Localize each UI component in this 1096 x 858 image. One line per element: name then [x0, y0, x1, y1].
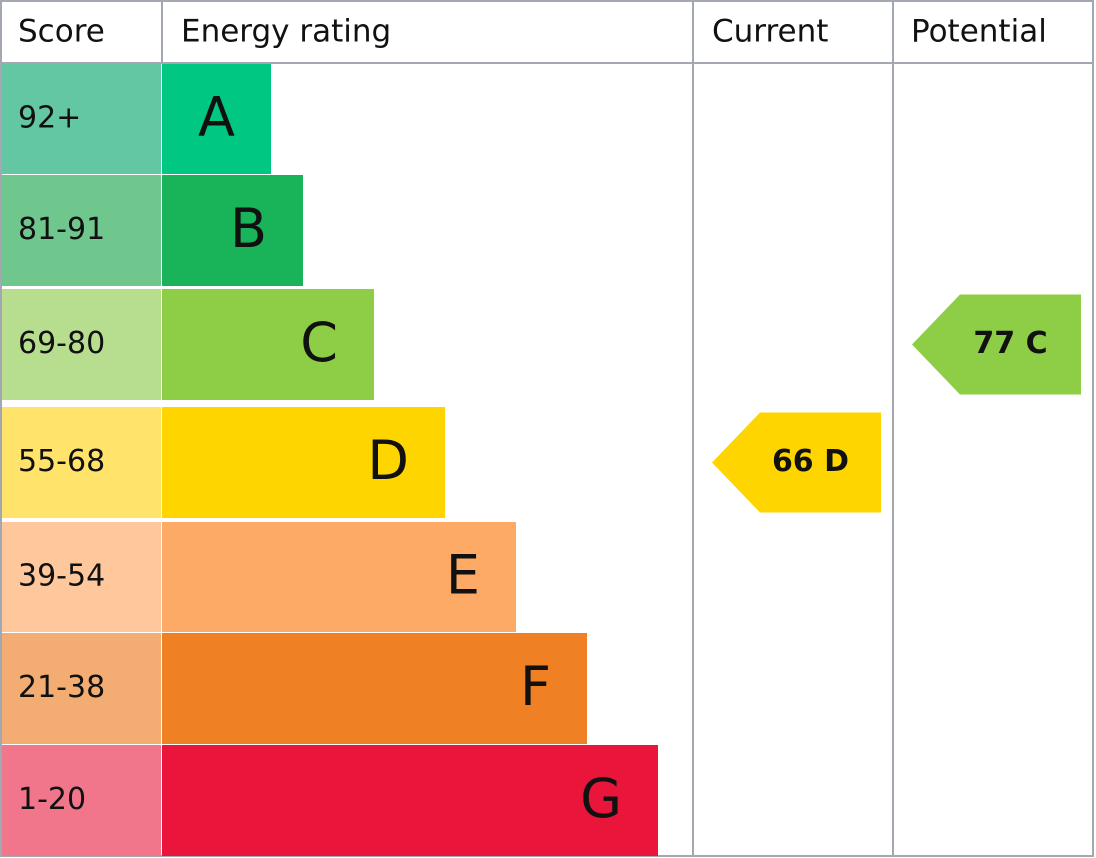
rating-letter: A — [198, 86, 235, 149]
rating-bar — [162, 407, 445, 518]
rating-letter: E — [446, 544, 480, 607]
score-cell — [2, 64, 161, 174]
score-cell — [2, 633, 161, 744]
score-label: 1-20 — [18, 782, 86, 817]
score-label: 39-54 — [18, 559, 105, 594]
header-rating: Energy rating — [181, 14, 391, 50]
potential-label: 77 C — [973, 326, 1047, 361]
rating-bar — [162, 522, 516, 632]
current-label: 66 D — [772, 444, 849, 479]
score-label: 21-38 — [18, 670, 105, 705]
score-label: 92+ — [18, 101, 81, 136]
potential-arrow — [912, 294, 1081, 395]
rating-letter: D — [367, 429, 409, 492]
rating-bar — [162, 289, 374, 400]
score-label: 55-68 — [18, 444, 105, 479]
rating-letter: G — [580, 767, 622, 830]
header-score: Score — [18, 14, 105, 50]
rating-bar — [162, 745, 658, 856]
rating-letter: C — [300, 311, 338, 374]
score-cell — [2, 745, 161, 856]
score-cell — [2, 522, 161, 632]
rating-bar — [162, 64, 271, 174]
current-arrow — [712, 412, 881, 513]
score-label: 69-80 — [18, 326, 105, 361]
header-potential: Potential — [911, 14, 1047, 50]
score-label: 81-91 — [18, 212, 105, 247]
header-current: Current — [712, 14, 828, 50]
score-cell — [2, 175, 161, 286]
rating-letter: F — [520, 655, 551, 718]
rating-bar — [162, 175, 303, 286]
rating-letter: B — [230, 197, 267, 260]
score-cell — [2, 289, 161, 400]
score-cell — [2, 407, 161, 518]
rating-bar — [162, 633, 587, 744]
